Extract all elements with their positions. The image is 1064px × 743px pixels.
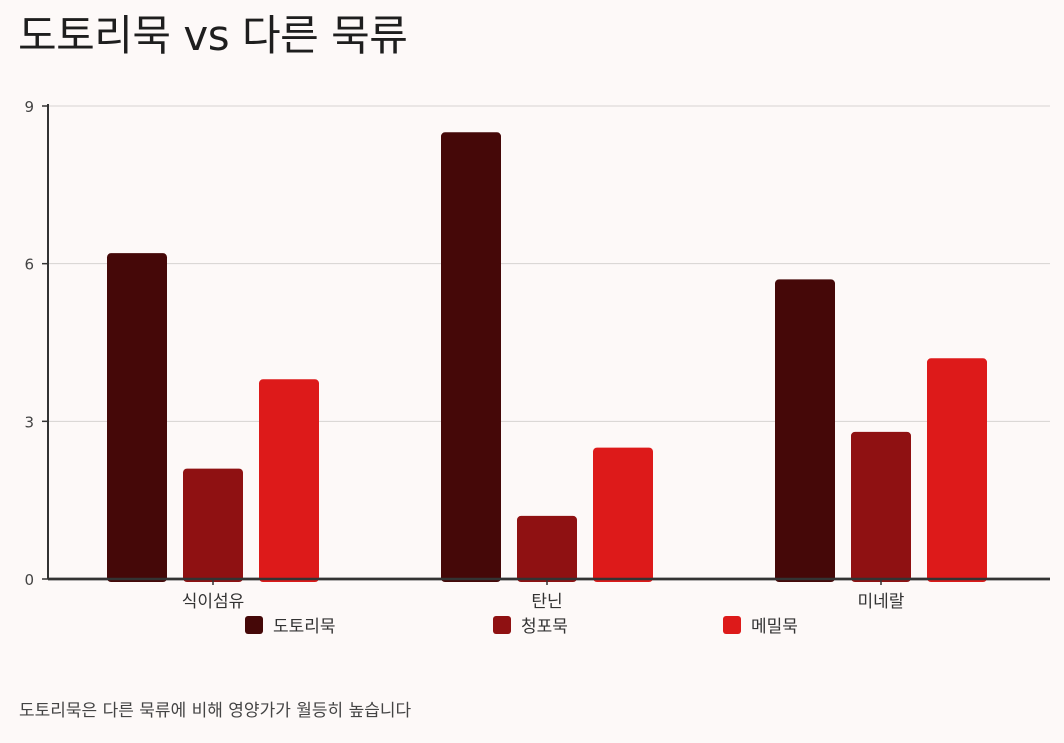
chart-caption: 도토리묵은 다른 묵류에 비해 영양가가 월등히 높습니다 [19, 701, 412, 721]
bar-2-1 [183, 468, 243, 582]
legend-swatch-series-1 [245, 615, 263, 634]
y-tick-label: 6 [24, 256, 34, 274]
legend-label-series-2: 청포묵 [521, 617, 568, 637]
bar-3-2 [593, 447, 653, 582]
legend-swatch-series-2 [493, 615, 511, 634]
x-tick-label: 미네랄 [858, 592, 905, 612]
x-tick-label: 탄닌 [531, 592, 562, 612]
legend: 도토리묵 청포묵 메밀묵 [0, 612, 1064, 637]
legend-label-series-1: 도토리묵 [273, 617, 336, 637]
bar-1-3 [775, 279, 835, 582]
y-tick-label: 0 [24, 571, 34, 589]
bar-1-1 [107, 253, 167, 582]
chart-title: 도토리묵 vs 다른 묵류 [18, 11, 408, 60]
legend-item-series-3: 메밀묵 [723, 612, 798, 637]
bar-3-3 [927, 358, 987, 582]
x-tick-label: 식이섬유 [182, 592, 245, 612]
legend-item-series-1: 도토리묵 [245, 612, 336, 637]
legend-swatch-series-3 [723, 615, 741, 634]
legend-label-series-3: 메밀묵 [751, 617, 798, 637]
bar-3-1 [259, 379, 319, 582]
bar-2-3 [851, 431, 911, 582]
y-tick-label: 3 [24, 413, 34, 431]
bar-2-2 [517, 515, 577, 582]
y-tick-label: 9 [24, 98, 34, 116]
bar-1-2 [441, 132, 501, 582]
legend-item-series-2: 청포묵 [493, 612, 568, 637]
